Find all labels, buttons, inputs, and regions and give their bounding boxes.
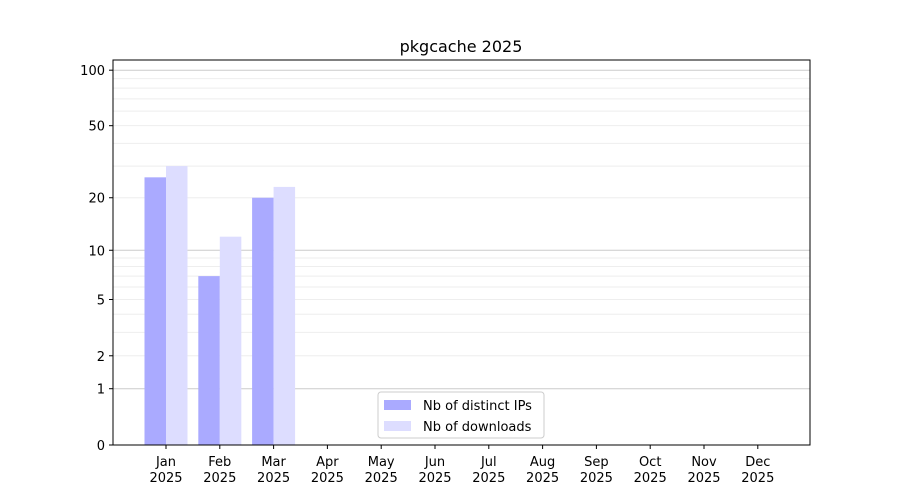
legend-box bbox=[377, 391, 545, 439]
x-tick-label: Oct 2025 bbox=[634, 455, 667, 486]
y-tick-label: 0 bbox=[97, 439, 105, 454]
x-tick-label: Mar 2025 bbox=[257, 455, 290, 486]
x-axis: Jan 2025 Feb 2025 Mar 2025 Apr 2025 May 2025 Jun 20… bbox=[149, 445, 774, 486]
bar-distinct-ips bbox=[198, 276, 220, 445]
legend-swatch bbox=[384, 400, 411, 410]
x-tick-label: Aug 2025 bbox=[526, 455, 559, 486]
y-axis: 0 1 2 5 10 20 50 100 bbox=[80, 64, 113, 454]
y-tick-label: 5 bbox=[97, 293, 105, 308]
x-tick-label: Nov 2025 bbox=[687, 455, 720, 486]
bar-downloads bbox=[219, 236, 242, 445]
y-tick-label: 100 bbox=[80, 64, 105, 79]
bar-downloads bbox=[273, 186, 296, 445]
y-tick-label: 2 bbox=[97, 350, 105, 365]
legend-label: Nb of downloads bbox=[423, 420, 532, 435]
x-tick-label: Jun 2025 bbox=[418, 455, 451, 486]
legend: Nb of distinct IPs Nb of downloads bbox=[377, 391, 545, 439]
x-tick-label: Jul 2025 bbox=[472, 455, 505, 486]
legend-label: Nb of distinct IPs bbox=[423, 399, 532, 414]
chart-title: pkgcache 2025 bbox=[400, 37, 523, 56]
legend-swatch bbox=[384, 421, 411, 431]
bar-distinct-ips bbox=[144, 177, 166, 446]
x-tick-label: Jan 2025 bbox=[149, 455, 182, 486]
y-tick-label: 50 bbox=[88, 120, 105, 135]
plot-frame bbox=[112, 59, 811, 446]
bars bbox=[144, 166, 296, 446]
x-tick-label: Feb 2025 bbox=[203, 455, 236, 486]
y-tick-label: 20 bbox=[88, 192, 105, 207]
y-tick-label: 10 bbox=[88, 244, 105, 259]
x-tick-label: May 2025 bbox=[365, 455, 398, 486]
bar-distinct-ips bbox=[252, 197, 274, 445]
x-tick-label: Dec 2025 bbox=[741, 455, 774, 486]
y-tick-label: 1 bbox=[97, 383, 105, 398]
x-tick-label: Sep 2025 bbox=[580, 455, 613, 486]
x-tick-label: Apr 2025 bbox=[311, 455, 344, 486]
bar-downloads bbox=[166, 166, 188, 445]
